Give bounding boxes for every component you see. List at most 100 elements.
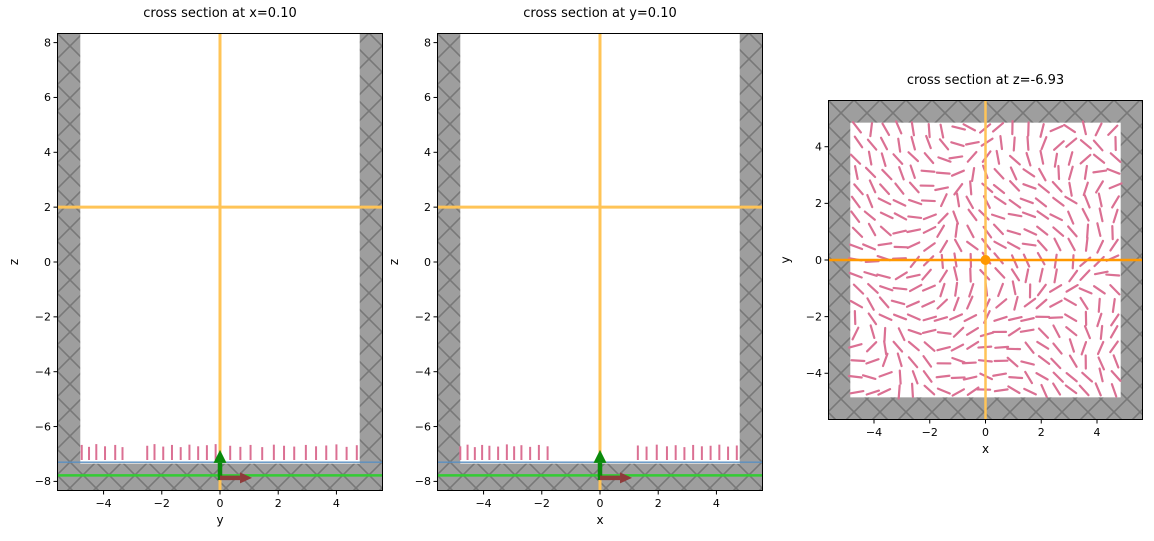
- x-tick-label: 4: [1094, 426, 1101, 439]
- director-segment: [1036, 251, 1046, 266]
- y-tick-label: −2: [806, 310, 822, 323]
- x-tick-label: 4: [333, 497, 340, 510]
- director-segment: [1064, 384, 1078, 395]
- x-axis-label: y: [216, 513, 224, 527]
- director-segment: [1094, 122, 1103, 137]
- director-segment: [906, 273, 921, 279]
- director-segment: [992, 223, 1004, 236]
- director-segment: [962, 123, 977, 132]
- director-segment: [1106, 167, 1121, 175]
- director-segment: [1021, 242, 1037, 247]
- director-segment: [993, 167, 1005, 180]
- director-segment: [880, 152, 887, 168]
- director-segment: [867, 222, 877, 237]
- plot-border: [437, 33, 763, 491]
- director-segment: [1082, 181, 1089, 197]
- panel-cross-section-z: cross section at z=-6.93 x y −4 −2 0 2 4 −4 −2…: [779, 73, 1143, 456]
- director-segment: [1068, 269, 1079, 283]
- director-segment: [1097, 356, 1106, 371]
- director-segment: [950, 141, 965, 148]
- director-segment: [967, 208, 978, 222]
- director-segment: [948, 155, 964, 160]
- director-segment: [1097, 297, 1101, 313]
- director-segment: [877, 197, 892, 206]
- director-segment: [1039, 123, 1045, 138]
- director-segment: [910, 121, 915, 137]
- y-tick-label: −8: [415, 475, 431, 488]
- director-segment: [965, 140, 980, 146]
- director-segment: [1019, 197, 1034, 205]
- director-segment: [850, 210, 861, 223]
- y-tick-label: 8: [424, 36, 431, 49]
- director-segment: [1019, 328, 1035, 333]
- director-segment: [963, 314, 978, 323]
- director-segment: [1025, 151, 1032, 167]
- director-segment: [1024, 341, 1035, 354]
- director-segment: [853, 183, 864, 196]
- director-segment: [1007, 212, 1023, 218]
- director-segment: [1007, 385, 1021, 395]
- director-segment: [909, 164, 916, 179]
- director-segment: [992, 372, 1008, 377]
- director-segment: [938, 138, 950, 151]
- director-segment: [921, 284, 936, 292]
- director-segment: [1092, 285, 1106, 295]
- director-segment: [869, 324, 876, 340]
- director-segment: [879, 211, 894, 220]
- director-segment: [922, 370, 933, 383]
- director-segment: [907, 151, 920, 163]
- director-segment: [905, 300, 920, 308]
- right-arrow: [600, 472, 633, 484]
- director-segment: [883, 340, 888, 356]
- y-tick-label: 2: [424, 201, 431, 214]
- director-segment: [849, 299, 864, 309]
- director-segment: [1023, 228, 1038, 236]
- director-segment: [1083, 194, 1091, 209]
- director-segment: [1010, 254, 1019, 269]
- director-segment: [1065, 326, 1078, 337]
- director-segment: [892, 229, 907, 235]
- director-segment: [954, 222, 959, 238]
- director-segment: [1068, 354, 1078, 368]
- right-arrow: [220, 472, 253, 484]
- director-segment: [922, 213, 937, 221]
- director-segment: [923, 152, 935, 165]
- director-segment: [848, 271, 863, 279]
- director-segment: [867, 282, 879, 294]
- director-segment: [1038, 267, 1044, 283]
- director-segment: [1008, 198, 1022, 209]
- director-segment: [892, 153, 904, 165]
- director-segment: [908, 283, 923, 293]
- panel-title: cross section at y=0.10: [523, 6, 677, 21]
- director-segment: [906, 313, 921, 321]
- x-tick-label: 0: [217, 497, 224, 510]
- director-segment: [910, 382, 914, 398]
- director-segment: [1083, 164, 1088, 180]
- director-segment: [1096, 239, 1105, 254]
- director-segment: [1097, 192, 1103, 208]
- director-segment: [1020, 317, 1035, 323]
- director-segment: [898, 369, 902, 385]
- director-segment: [1110, 383, 1118, 398]
- panel-cross-section-x: cross section at x=0.10 y z −4 −2 0 2 4 −8 −6−…: [7, 6, 383, 527]
- plot-area: −4 −2 0 2 4 −8 −6 −4 −2 0 2 4 6 8: [35, 33, 383, 510]
- director-segment: [908, 181, 920, 194]
- director-segment: [953, 182, 964, 196]
- director-segment: [861, 374, 877, 381]
- director-segment: [1109, 340, 1119, 354]
- director-segment: [1037, 355, 1051, 365]
- surface-directors: [80, 444, 358, 461]
- director-segment: [953, 238, 963, 253]
- director-segment: [922, 315, 938, 322]
- director-segment: [1052, 371, 1064, 383]
- axis-ticks: −4 −2 0 2 4 −4 −2 0 2 4: [806, 141, 1101, 439]
- director-segment: [1079, 269, 1091, 281]
- y-tick-label: 2: [44, 201, 51, 214]
- director-segment: [1010, 268, 1021, 282]
- director-segment: [951, 388, 965, 397]
- director-segment: [936, 331, 952, 335]
- y-tick-label: 8: [44, 36, 51, 49]
- director-segment: [925, 134, 932, 150]
- director-segment: [1021, 211, 1037, 219]
- director-segment: [1068, 338, 1076, 353]
